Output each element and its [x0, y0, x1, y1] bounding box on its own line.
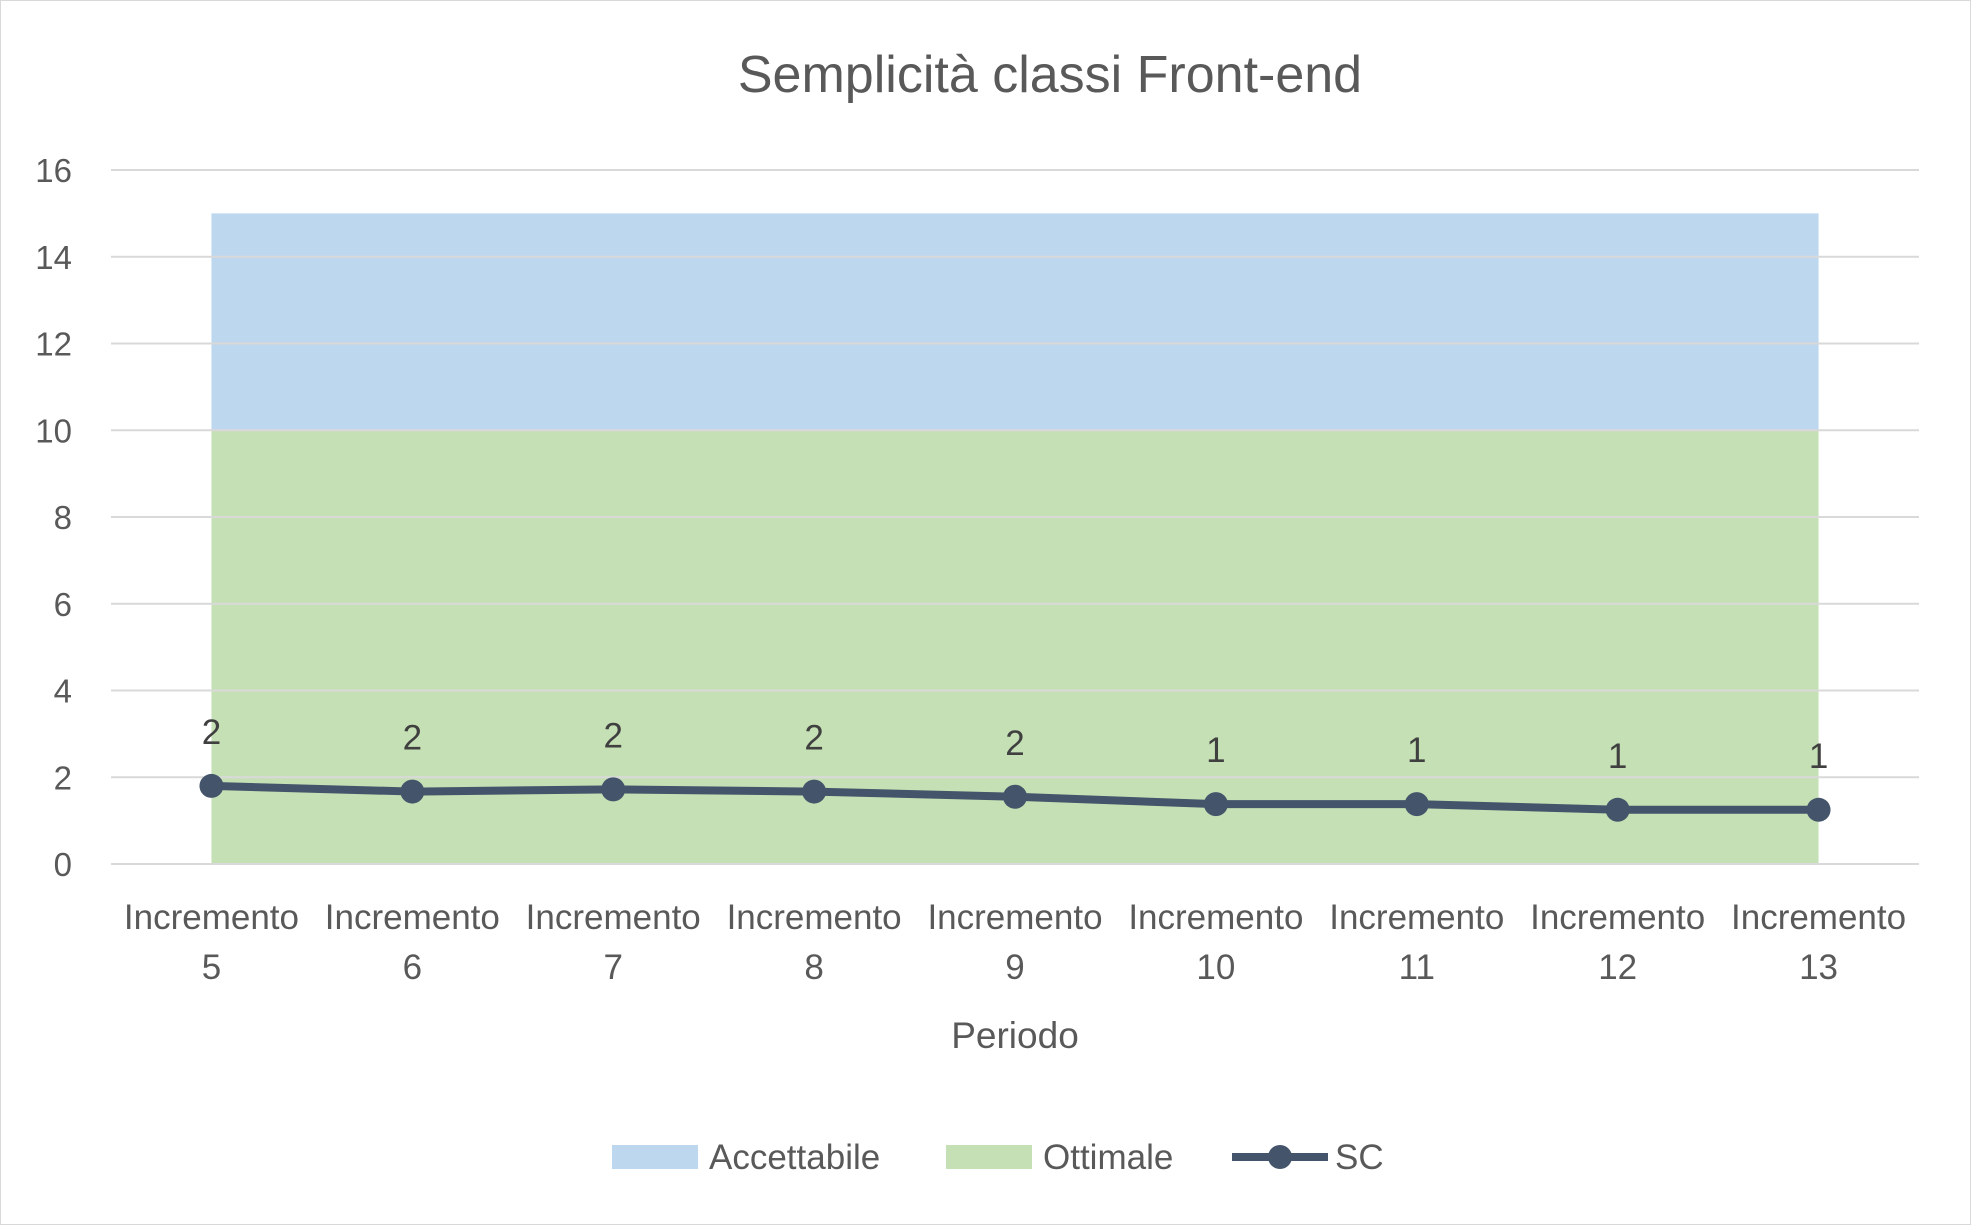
y-tick-label: 4 — [54, 673, 72, 710]
data-point — [199, 773, 224, 798]
data-point — [400, 779, 425, 804]
data-point — [1806, 797, 1831, 822]
gridlines — [111, 169, 1919, 865]
band-0 — [211, 213, 1819, 431]
band-layer — [211, 213, 1819, 864]
y-tick-label: 14 — [35, 239, 72, 276]
data-point — [1605, 797, 1630, 822]
x-tick-label: Incremento 11 — [1329, 898, 1504, 987]
series-layer: 2 2 2 2 2 1 1 1 1 — [199, 713, 1831, 822]
y-tick-label: 12 — [35, 326, 72, 363]
y-tick-label: 6 — [54, 586, 72, 623]
legend-label: Accettabile — [709, 1138, 880, 1177]
x-tick-label: Incremento 10 — [1128, 898, 1303, 987]
y-tick-label: 2 — [54, 759, 72, 796]
legend-label: Ottimale — [1043, 1138, 1173, 1177]
data-label: 2 — [804, 719, 823, 758]
data-point — [1404, 792, 1429, 817]
data-label: 2 — [202, 713, 221, 752]
y-tick-label: 0 — [54, 846, 72, 883]
y-tick-label: 10 — [35, 412, 72, 449]
x-tick-label: Incremento 12 — [1530, 898, 1705, 987]
data-label: 1 — [1809, 737, 1828, 776]
data-label: 1 — [1206, 731, 1225, 770]
x-tick-label: Incremento 9 — [927, 898, 1102, 987]
data-label: 2 — [403, 719, 422, 758]
x-tick-label: Incremento 5 — [124, 898, 299, 987]
y-tick-label: 16 — [35, 152, 72, 189]
x-axis-ticks: Incremento 5 Incremento 6 Incremento 7 Increme… — [124, 898, 1906, 987]
y-tick-label: 8 — [54, 499, 72, 536]
data-point — [1003, 784, 1027, 809]
x-tick-label: Incremento 8 — [727, 898, 902, 987]
legend-swatch — [612, 1145, 698, 1169]
chart-title: Semplicità classi Front-end — [738, 46, 1362, 104]
x-tick-label: Incremento 7 — [526, 898, 701, 987]
data-label: 2 — [1005, 724, 1024, 763]
data-label: 1 — [1608, 737, 1627, 776]
data-label: 2 — [603, 716, 622, 755]
x-axis-title: Periodo — [951, 1015, 1079, 1056]
data-point — [601, 777, 626, 802]
y-axis-ticks: 0 2 4 6 8 10 12 14 16 — [35, 152, 72, 883]
x-tick-label: Incremento 13 — [1731, 898, 1906, 987]
data-point — [802, 779, 827, 804]
legend-swatch-marker — [1268, 1145, 1292, 1169]
x-tick-label: Incremento 6 — [325, 898, 500, 987]
legend: Accettabile Ottimale SC — [612, 1138, 1384, 1177]
data-point — [1203, 792, 1228, 817]
legend-swatch — [946, 1145, 1032, 1169]
data-label: 1 — [1407, 731, 1426, 770]
legend-label: SC — [1335, 1138, 1384, 1177]
